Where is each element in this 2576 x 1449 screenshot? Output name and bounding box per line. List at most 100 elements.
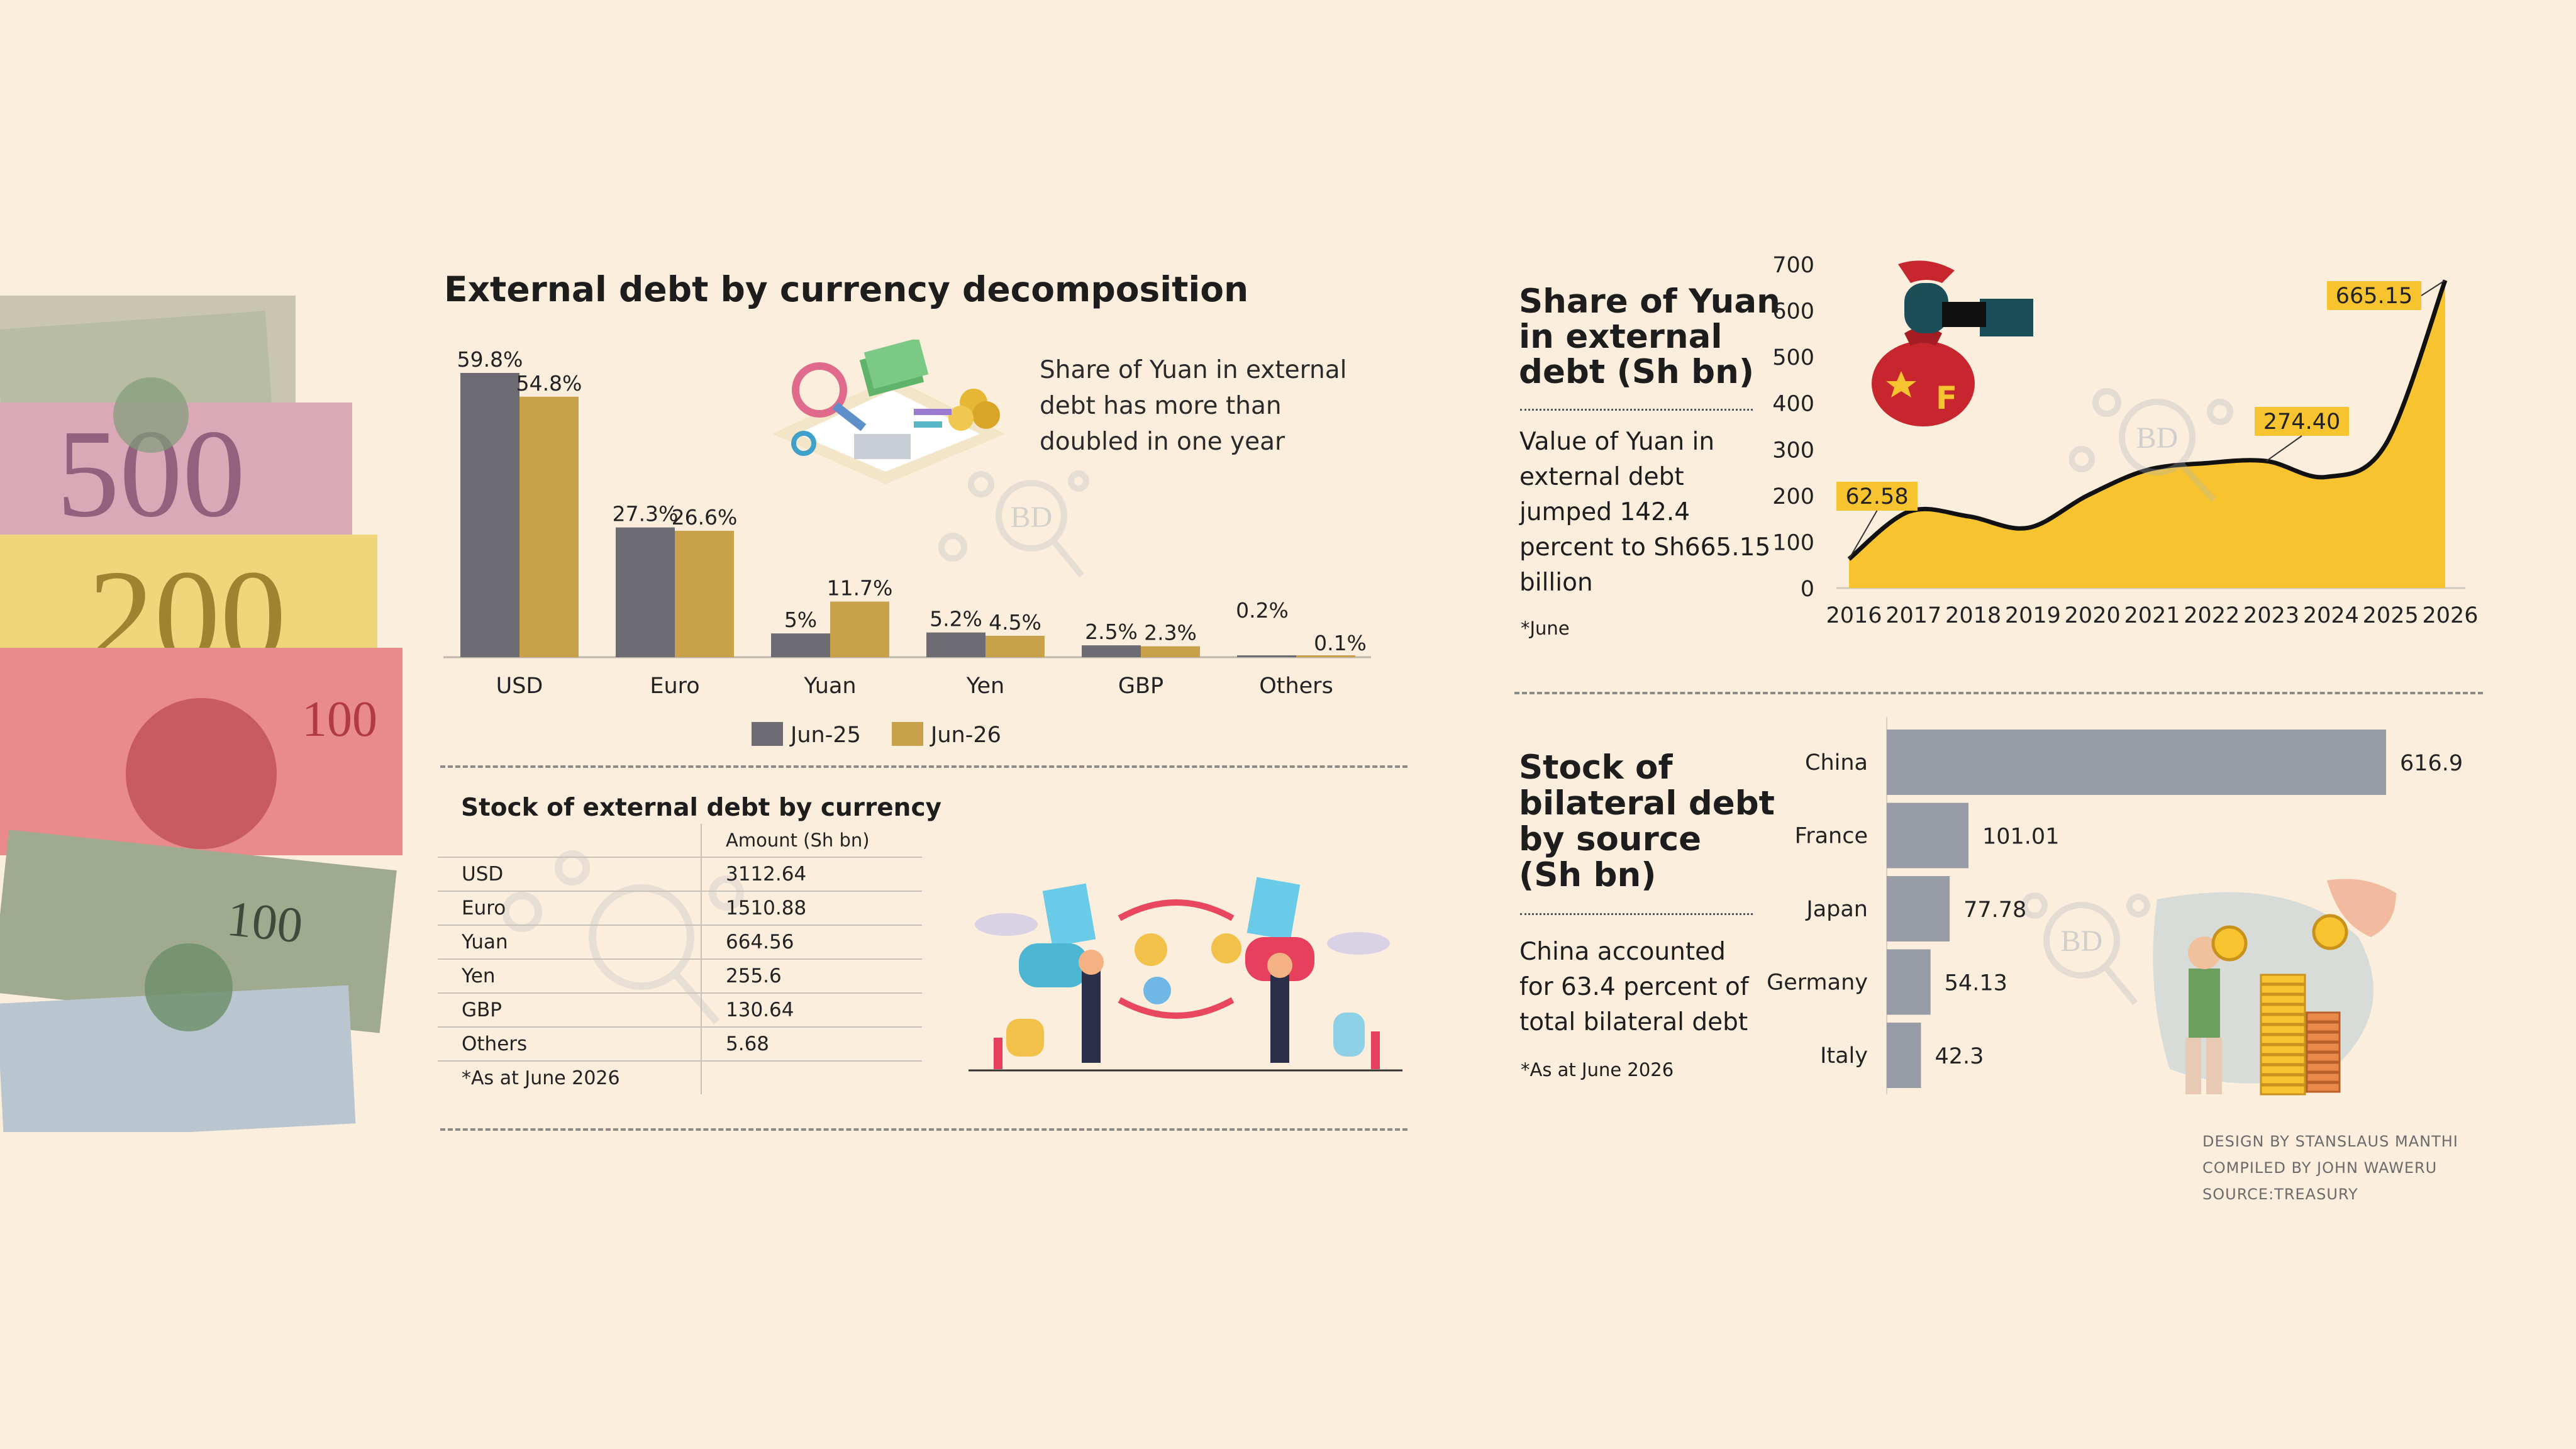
- text-line: China accounted: [1519, 938, 1726, 966]
- title-line: by source: [1519, 820, 1702, 858]
- svg-text:100: 100: [225, 891, 306, 954]
- yuan-footnote: *June: [1521, 618, 1570, 639]
- amount-cell: 664.56: [701, 925, 922, 960]
- text-line: Value of Yuan in: [1519, 428, 1715, 456]
- text-line: for 63.4 percent of: [1519, 973, 1749, 1001]
- data-label: 0.2%: [1236, 598, 1289, 623]
- bar-jun-26: [830, 601, 889, 657]
- title-line: Share of Yuan: [1519, 282, 1780, 321]
- legend-label: Jun-26: [930, 723, 1001, 748]
- data-label: 62.58: [1845, 484, 1908, 509]
- data-label: 2.3%: [1144, 621, 1197, 645]
- data-label: 27.3%: [613, 502, 679, 526]
- stock-table-title: Stock of external debt by currency: [461, 794, 941, 822]
- data-label: 54.8%: [516, 371, 582, 396]
- bar-jun-25: [616, 527, 675, 657]
- bd-watermark-logo: BD: [2069, 388, 2233, 502]
- data-label: 59.8%: [457, 347, 523, 372]
- money-bag-illustration: F: [1872, 260, 2033, 426]
- bar-jun-25: [460, 373, 519, 657]
- title-line: in external: [1519, 318, 1723, 356]
- bar: [1887, 1023, 1921, 1088]
- y-tick-label: Germany: [1767, 970, 1868, 996]
- bilateral-footnote: *As at June 2026: [1521, 1059, 1674, 1080]
- data-label: 0.1%: [1314, 631, 1367, 655]
- data-label-box: [2327, 281, 2421, 310]
- table-row: Yuan 664.56: [438, 925, 922, 960]
- x-tick-label: GBP: [1118, 674, 1163, 699]
- table-header-row: Amount (Sh bn): [438, 824, 922, 858]
- bar-jun-26: [985, 635, 1045, 657]
- table-row: Others 5.68: [438, 1027, 922, 1062]
- table-footnote: *As at June 2026: [438, 1061, 702, 1094]
- data-label: 42.3: [1935, 1044, 1984, 1069]
- x-tick-label: 2021: [2124, 603, 2180, 628]
- bar: [1887, 802, 1969, 869]
- bd-watermark-logo: BD: [938, 470, 1089, 578]
- table-row: Yen 255.6: [438, 959, 922, 994]
- data-label: 11.7%: [827, 576, 893, 601]
- y-tick-label: Italy: [1820, 1043, 1868, 1069]
- divider-line: [440, 1128, 1407, 1131]
- divider-line: [1514, 692, 2483, 694]
- x-tick-label: 2016: [1826, 603, 1882, 628]
- x-tick-label: 2024: [2303, 603, 2359, 628]
- data-label-box: [1836, 482, 1918, 511]
- bar: [1887, 949, 1931, 1015]
- data-label: 4.5%: [989, 610, 1041, 635]
- currency-cell: Yuan: [438, 925, 702, 960]
- x-tick-label: 2025: [2363, 603, 2419, 628]
- legend-label: Jun-25: [789, 723, 861, 748]
- text-line: jumped 142.4: [1519, 498, 1690, 526]
- y-tick-label: Japan: [1805, 897, 1868, 922]
- bilateral-panel-title: Stock of bilateral debt by source (Sh bn…: [1519, 750, 1775, 893]
- title-line: Stock of: [1519, 748, 1673, 787]
- area-fill: [1849, 280, 2445, 588]
- text-line: billion: [1519, 569, 1593, 597]
- data-label-leader: [1848, 510, 1878, 560]
- divider-line: [440, 765, 1407, 768]
- data-label: 274.40: [2263, 409, 2340, 435]
- data-label: 2.5%: [1085, 619, 1138, 644]
- x-tick-label: Others: [1259, 674, 1333, 699]
- x-tick-label: Yen: [966, 674, 1004, 699]
- data-label: 26.6%: [672, 505, 738, 530]
- bilateral-bar-chart: China 616.9 France 101.01 Japan 77.78 Germany 5…: [1767, 717, 2463, 1094]
- y-tick-label: 0: [1801, 577, 1814, 602]
- currency-cell: USD: [438, 857, 702, 892]
- title-line: bilateral debt: [1519, 784, 1775, 823]
- currency-bar-chart: 59.8%54.8% USD 27.3%26.6% Euro 5% 11.7% Yuan 5.…: [443, 347, 1371, 748]
- data-label: 101.01: [1982, 824, 2059, 850]
- yuan-panel-text: Value of Yuan in external debt jumped 14…: [1519, 425, 1770, 601]
- coins-people-illustration: [2153, 879, 2396, 1096]
- data-label-box: [2255, 407, 2349, 436]
- data-label: 54.13: [1945, 971, 2007, 996]
- x-tick-label: 2022: [2184, 603, 2240, 628]
- left-chart-title: External debt by currency decomposition: [444, 269, 1249, 309]
- title-line: (Sh bn): [1519, 856, 1657, 894]
- callout-line: debt has more than: [1040, 392, 1282, 420]
- amount-cell: 255.6: [701, 959, 922, 994]
- finance-clipboard-illustration: [772, 340, 1005, 484]
- x-tick-label: 2017: [1885, 603, 1941, 628]
- table-header-blank: [438, 824, 702, 858]
- bar-jun-26: [1141, 646, 1200, 657]
- currency-cell: Others: [438, 1027, 702, 1062]
- data-label-leader: [2421, 279, 2446, 296]
- title-underline: [1520, 409, 1753, 411]
- currency-cell: Yen: [438, 959, 702, 994]
- text-line: external debt: [1519, 463, 1684, 491]
- bar-jun-26: [675, 530, 734, 657]
- table-row: Euro 1510.88: [438, 891, 922, 926]
- y-tick-label: France: [1795, 824, 1868, 849]
- svg-text:F: F: [1936, 380, 1957, 416]
- currency-cell: GBP: [438, 993, 702, 1028]
- bar: [1887, 876, 1950, 941]
- y-tick-label: 600: [1772, 299, 1814, 325]
- data-label: 77.78: [1963, 897, 2026, 923]
- currency-cell: Euro: [438, 891, 702, 926]
- amount-cell: 5.68: [701, 1027, 922, 1062]
- x-tick-label: 2019: [2005, 603, 2061, 628]
- amount-cell: 3112.64: [701, 857, 922, 892]
- bar-jun-26: [519, 396, 579, 657]
